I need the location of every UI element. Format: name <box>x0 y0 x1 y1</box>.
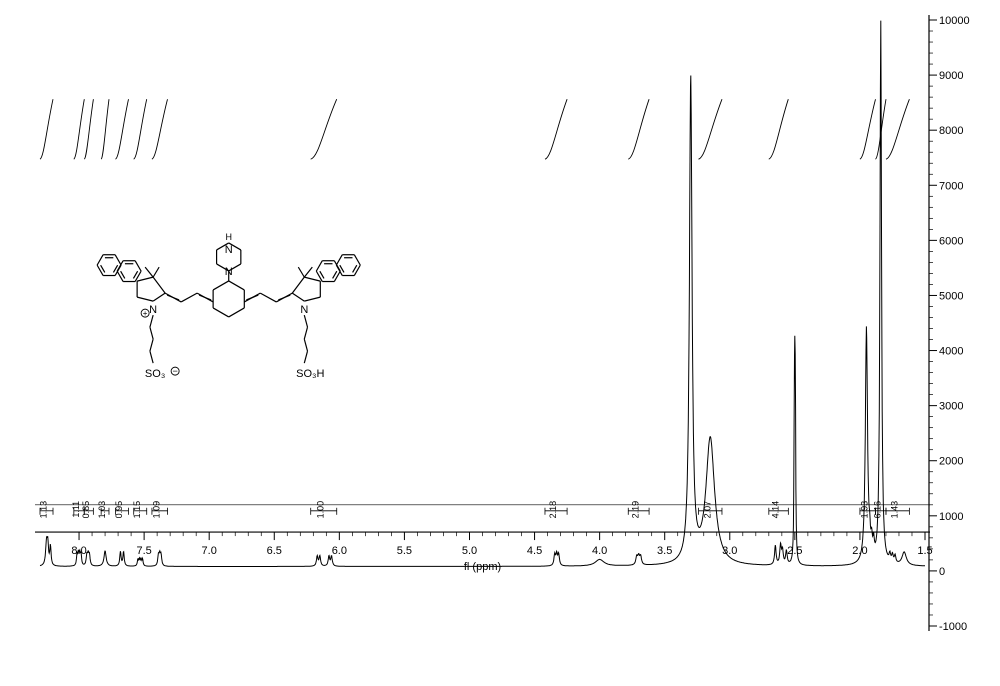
atom-label: + <box>143 309 148 318</box>
integral-label: 1.43 <box>890 501 900 519</box>
atom-label: SO₃ <box>145 368 165 380</box>
atom-label: N <box>149 304 157 316</box>
x-tick-label: 7.5 <box>136 545 151 557</box>
integral-label: 1.11 <box>71 501 81 518</box>
y-tick-label: 10000 <box>939 15 970 27</box>
integral-label: 1.13 <box>39 501 49 519</box>
integral-label: 2.07 <box>702 501 712 519</box>
integral-label: 1.15 <box>132 501 142 519</box>
integral-label: 1.09 <box>152 501 162 519</box>
x-tick-label: 2.5 <box>787 545 802 557</box>
x-tick-label: 3.5 <box>657 545 672 557</box>
x-tick-label: 4.0 <box>592 545 607 557</box>
y-tick-label: 8000 <box>939 125 963 137</box>
integral-label: 1.93 <box>860 501 870 519</box>
atom-label: N <box>225 244 233 256</box>
x-tick-label: 6.0 <box>332 545 347 557</box>
y-tick-label: 6000 <box>939 235 963 247</box>
nmr-spectrum-plot: -1000 0 1000 2000 3000 4000 5000 6000 7000 8000 90… <box>0 0 1000 686</box>
integral-label: 2.18 <box>548 501 558 519</box>
atom-label: H <box>225 232 232 242</box>
y-tick-label: 9000 <box>939 70 963 82</box>
x-tick-label: 5.0 <box>462 545 477 557</box>
y-tick-label: 7000 <box>939 180 963 192</box>
y-tick-label: 1000 <box>939 511 963 523</box>
integral-label: 0.95 <box>114 501 124 519</box>
y-tick-label: 5000 <box>939 290 963 302</box>
x-tick-label: 4.5 <box>527 545 542 557</box>
y-tick-label: 0 <box>939 566 945 578</box>
integral-label: 1.03 <box>97 501 107 519</box>
integral-label: 2.19 <box>631 501 641 519</box>
atom-label: − <box>172 366 177 376</box>
atom-label: SO₃H <box>296 368 324 380</box>
atom-label: N <box>300 304 308 316</box>
integral-label: 6.16 <box>873 501 883 519</box>
x-tick-label: 7.0 <box>202 545 217 557</box>
integral-label: 1.00 <box>316 501 326 519</box>
x-tick-label: 5.5 <box>397 545 412 557</box>
y-tick-label: 2000 <box>939 456 963 468</box>
integral-label: 0.85 <box>81 501 91 519</box>
x-tick-label: 1.5 <box>917 545 932 557</box>
y-tick-label: 3000 <box>939 401 963 413</box>
y-tick-label: 4000 <box>939 346 963 358</box>
y-tick-label: -1000 <box>939 621 967 633</box>
x-tick-label: 6.5 <box>267 545 282 557</box>
x-axis-label: fl (ppm) <box>464 561 501 573</box>
integral-label: 4.14 <box>771 501 781 519</box>
